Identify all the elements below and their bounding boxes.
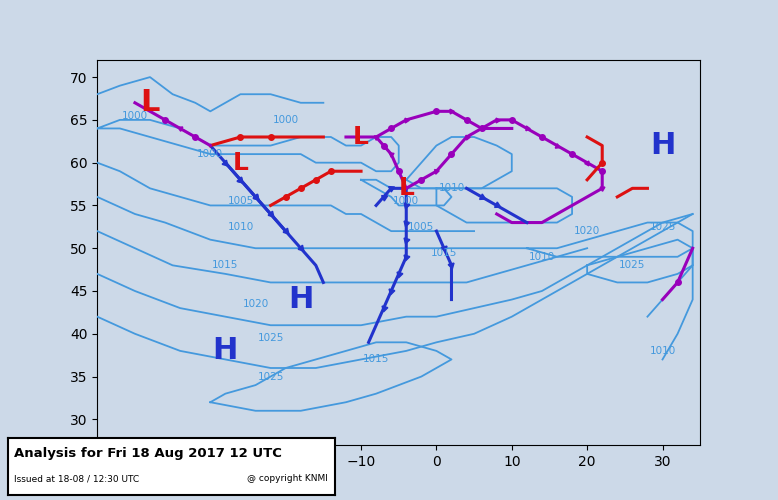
Text: 1020: 1020 bbox=[243, 299, 268, 309]
Text: 1000: 1000 bbox=[198, 149, 223, 159]
Text: 1015: 1015 bbox=[431, 248, 457, 258]
Text: 1010: 1010 bbox=[438, 184, 464, 194]
Text: Analysis for Fri 18 Aug 2017 12 UTC: Analysis for Fri 18 Aug 2017 12 UTC bbox=[14, 447, 282, 460]
Text: 1005: 1005 bbox=[408, 222, 434, 232]
Text: 1010: 1010 bbox=[650, 346, 675, 356]
Text: 1025: 1025 bbox=[258, 372, 284, 382]
Text: 1010: 1010 bbox=[227, 222, 254, 232]
Text: 1000: 1000 bbox=[122, 110, 148, 120]
Text: H: H bbox=[288, 285, 314, 314]
Text: @ copyright KNMI: @ copyright KNMI bbox=[247, 474, 328, 484]
Text: L: L bbox=[233, 150, 248, 174]
Text: L: L bbox=[398, 176, 414, 201]
Text: 1015: 1015 bbox=[363, 354, 389, 364]
Text: 1010: 1010 bbox=[529, 252, 555, 262]
Text: 1025: 1025 bbox=[258, 333, 284, 343]
Text: L: L bbox=[140, 88, 159, 118]
Text: 1025: 1025 bbox=[619, 260, 646, 270]
Text: 1005: 1005 bbox=[227, 196, 254, 206]
Text: 1020: 1020 bbox=[574, 226, 601, 236]
Text: 1025: 1025 bbox=[650, 222, 676, 232]
Text: 1000: 1000 bbox=[393, 196, 419, 206]
Text: 1000: 1000 bbox=[272, 115, 299, 125]
Text: H: H bbox=[212, 336, 238, 366]
Text: L: L bbox=[353, 125, 369, 149]
Text: 1015: 1015 bbox=[212, 260, 239, 270]
Text: H: H bbox=[650, 131, 675, 160]
Text: Issued at 18-08 / 12:30 UTC: Issued at 18-08 / 12:30 UTC bbox=[14, 474, 139, 484]
